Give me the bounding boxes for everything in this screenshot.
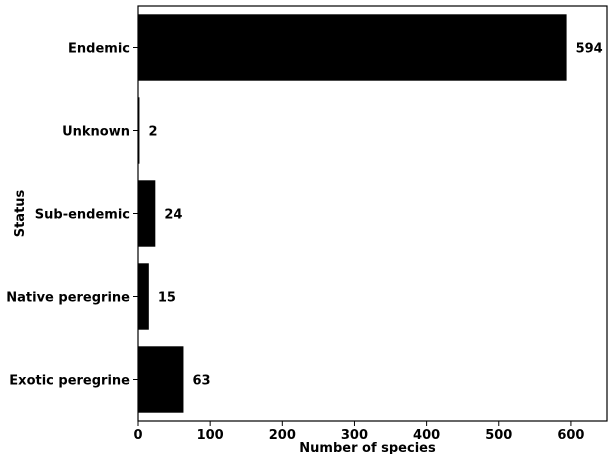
bar-sub-endemic: [138, 180, 156, 247]
data-label: 594: [576, 42, 603, 57]
data-label: 24: [164, 208, 182, 223]
x-tick-label: 200: [269, 428, 296, 443]
x-tick-label: 0: [133, 428, 142, 443]
x-tick-label: 600: [557, 428, 584, 443]
data-labels: 594 2 24 15 63: [148, 42, 602, 389]
y-tick-label: Exotic peregrine: [9, 374, 130, 389]
y-tick-label: Endemic: [68, 42, 130, 57]
data-label: 63: [192, 374, 210, 389]
y-tick-label: Native peregrine: [6, 291, 130, 306]
y-axis-ticks: Endemic Unknown Sub-endemic Native peregrin…: [6, 42, 138, 389]
y-axis-title: Status: [13, 189, 28, 237]
plot-frame: [137, 5, 608, 422]
y-tick-label: Sub-endemic: [35, 208, 130, 223]
bar-exotic-peregrine: [138, 346, 184, 413]
x-axis-ticks: 0 100 200 300 400 500 600: [133, 421, 584, 443]
bar-unknown: [138, 97, 140, 164]
bar-endemic: [138, 14, 567, 81]
data-label: 15: [158, 291, 176, 306]
x-tick-label: 100: [197, 428, 224, 443]
x-tick-label: 300: [341, 428, 368, 443]
x-tick-label: 500: [485, 428, 512, 443]
data-label: 2: [148, 125, 157, 140]
y-tick-label: Unknown: [62, 125, 130, 140]
bars: [138, 14, 567, 413]
x-tick-label: 400: [413, 428, 440, 443]
x-axis-title: Number of species: [299, 441, 436, 454]
bar-native-peregrine: [138, 263, 149, 330]
